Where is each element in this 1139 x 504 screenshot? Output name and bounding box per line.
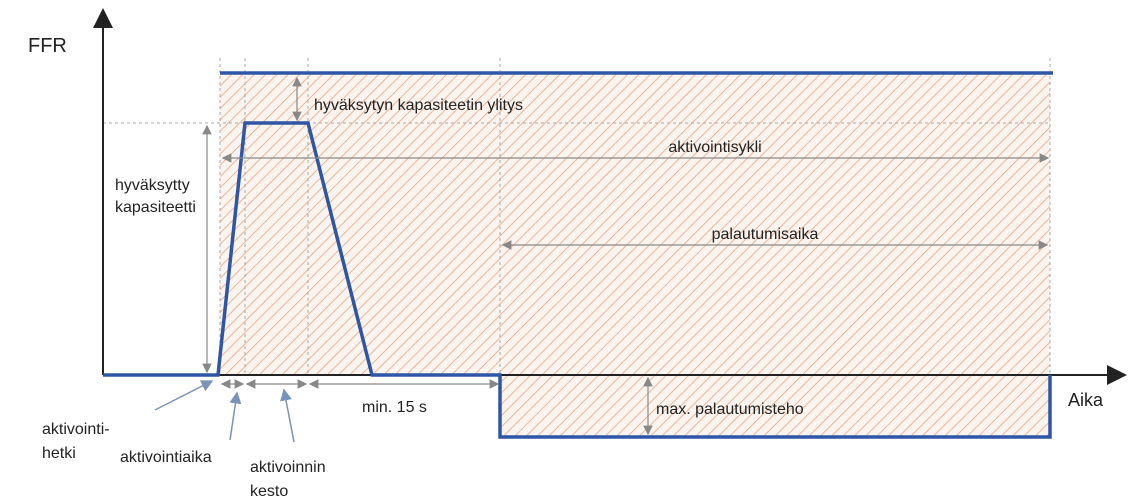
min-gap-label: min. 15 s (362, 399, 427, 416)
y-axis-label: FFR (28, 35, 67, 57)
cycle-label: aktivointisykli (668, 139, 761, 156)
capacity-label: hyväksytty (115, 177, 190, 194)
max-recovery-power-label: max. palautumisteho (656, 401, 804, 418)
recovery-time-label: palautumisaika (712, 226, 819, 243)
ffr-curve (103, 121, 1052, 439)
hatched-area-below (500, 375, 1050, 437)
overshoot-label: hyväksytyn kapasiteetin ylitys (314, 97, 523, 114)
arrows (154, 76, 1050, 443)
activation-moment-label: aktivointi- (42, 421, 110, 438)
capacity-label: kapasiteetti (115, 199, 196, 216)
activation-time-label: aktivointiaika (120, 449, 212, 466)
activation-duration-label: aktivoinnin (250, 459, 326, 476)
activation-moment-label: hetki (42, 445, 76, 462)
activation-duration-label: kesto (250, 483, 288, 500)
x-axis-label: Aika (1068, 390, 1104, 410)
hatched-area (220, 73, 1050, 375)
